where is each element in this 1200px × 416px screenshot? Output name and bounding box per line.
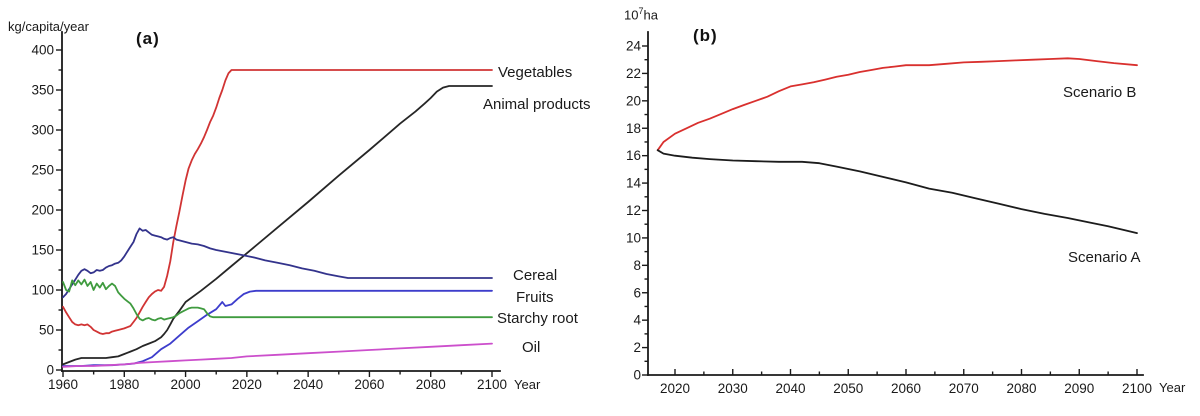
y-tick-label: 4	[633, 313, 641, 328]
y-tick-label: 24	[626, 39, 642, 54]
series-line-vegetables	[62, 69, 493, 335]
panel-a: 1960 1980 2000 2020 2040 2060 2080 2100 0 50 100 15…	[8, 19, 591, 392]
x-tick-label: 2070	[949, 381, 979, 396]
x-tick-label: 2040	[293, 377, 323, 392]
y-tick-label: 6	[633, 285, 641, 300]
unit-suffix: ha	[643, 7, 658, 23]
y-tick-label: 18	[626, 121, 641, 136]
y-tick-label: 14	[626, 176, 642, 191]
y-tick-label: 12	[626, 203, 641, 218]
y-tick-label: 400	[31, 43, 54, 58]
chart-a-canvas: 1960 1980 2000 2020 2040 2060 2080 2100 0 50 100 15…	[31, 31, 591, 392]
y-tick-label: 50	[39, 323, 54, 338]
x-tick-label: 2030	[718, 381, 748, 396]
chart-b-canvas: 2020 2030 2040 2050 2060 2070 2080 2090 21000246…	[626, 31, 1186, 396]
y-tick-label: 250	[31, 163, 54, 178]
x-tick-label: 1960	[48, 377, 78, 392]
y-axis-unit-a: kg/capita/year	[8, 19, 89, 34]
y-tick-label: 0	[46, 363, 54, 378]
series-label-fruits: Fruits	[516, 289, 554, 306]
y-tick-label: 200	[31, 203, 54, 218]
series-label-scenario-a: Scenario A	[1068, 249, 1141, 266]
series-label-oil: Oil	[522, 339, 540, 356]
x-tick-label: 2100	[477, 377, 507, 392]
x-tick-label: 1980	[109, 377, 139, 392]
y-tick-label: 350	[31, 83, 54, 98]
panel-label-b: (b)	[693, 26, 718, 45]
series-label-scenario-b: Scenario B	[1063, 84, 1136, 101]
y-tick-label: 22	[626, 66, 641, 81]
y-tick-label: 8	[633, 258, 641, 273]
x-tick-label: 2090	[1064, 381, 1094, 396]
series-line-cereal	[62, 227, 493, 299]
panel-label-a: (a)	[136, 29, 160, 48]
x-tick-label: 2050	[833, 381, 863, 396]
series-line-oil	[62, 342, 493, 368]
unit-exponent: 7	[638, 6, 644, 16]
series-line-starchy-root	[62, 278, 493, 322]
x-axis-title: Year	[1159, 380, 1186, 395]
x-tick-label: 2080	[1006, 381, 1036, 396]
x-tick-label: 2060	[891, 381, 921, 396]
x-tick-label: 2000	[171, 377, 201, 392]
x-tick-label: 2040	[775, 381, 805, 396]
x-tick-label: 2020	[660, 381, 690, 396]
y-tick-label: 10	[626, 230, 641, 245]
x-tick-label: 2100	[1122, 381, 1152, 396]
series-line-scenario-a	[656, 149, 1138, 234]
y-tick-label: 16	[626, 148, 641, 163]
y-tick-label: 150	[31, 243, 54, 258]
series-label-vegetables: Vegetables	[498, 64, 572, 81]
series-label-cereal: Cereal	[513, 267, 557, 284]
series-line-animal-products	[62, 85, 493, 366]
x-axis-title: Year	[514, 377, 541, 392]
panel-b: 2020 2030 2040 2050 2060 2070 2080 2090 2100 0 2 4 6…	[610, 0, 1200, 416]
series-label-animal-products: Animal products	[483, 96, 591, 113]
y-tick-label: 20	[626, 93, 641, 108]
x-tick-label: 2060	[354, 377, 384, 392]
x-tick-label: 2020	[232, 377, 262, 392]
x-tick-label: 2080	[416, 377, 446, 392]
y-tick-label: 0	[633, 368, 641, 383]
y-tick-label: 100	[31, 283, 54, 298]
y-axis-unit-b: 107ha	[624, 6, 658, 22]
series-label-starchy-root: Starchy root	[497, 310, 579, 327]
y-tick-label: 2	[633, 340, 641, 355]
unit-base: 10	[624, 7, 639, 23]
series-line-scenario-b	[656, 57, 1138, 152]
y-tick-label: 300	[31, 123, 54, 138]
